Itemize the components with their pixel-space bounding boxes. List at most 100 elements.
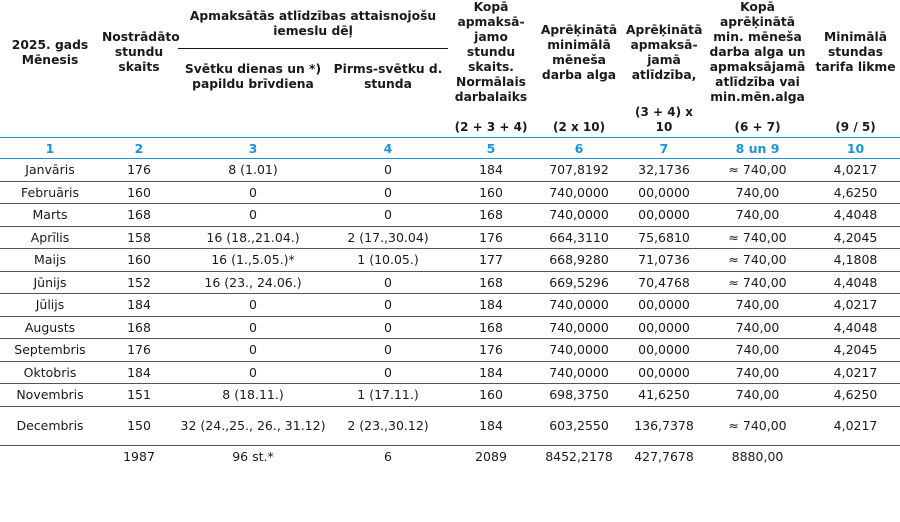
salary-table: 2025. gads Mēnesis Nostrādāto stundu ska… (0, 0, 900, 467)
header-total-calc: Kopā aprēķinātā min. mēneša darba alga u… (709, 0, 806, 104)
table-row: Decembris 150 32 (24.,25., 26., 31.12) 2 (2… (0, 406, 900, 446)
cell-total: 160 (448, 181, 535, 204)
cell-rate: 4,6250 (811, 181, 900, 204)
cell-preholiday: 1 (10.05.) (328, 248, 449, 272)
cell-preholiday: 0 (328, 361, 449, 384)
cell-hours: 151 (100, 383, 178, 407)
cell-holidays: 0 (178, 293, 328, 317)
cell-holidays: 0 (178, 181, 328, 204)
table-row: Marts 168 0 0 168 740,0000 00,0000 740,00 4,4048 (0, 203, 900, 227)
cell-hours: 150 (100, 406, 178, 446)
header-planned-hours: Nostrādāto stundu skaits (102, 30, 180, 74)
cell-compensation: 00,0000 (624, 181, 705, 204)
cell-compensation: 00,0000 (624, 361, 705, 384)
table-row: Novembris 151 8 (18.11.) 1 (17.11.) 160 698,3… (0, 383, 900, 407)
cell-min-salary: 740,0000 (534, 316, 625, 339)
column-number: 3 (178, 137, 328, 159)
cell-holidays: 0 (178, 361, 328, 384)
cell-rate: 4,4048 (811, 203, 900, 227)
cell-min-salary: 740,0000 (534, 338, 625, 362)
cell-sum: 740,00 (704, 293, 812, 317)
header-preholiday-hour: Pirms-svētku d. stunda (333, 61, 443, 91)
cell-compensation: 00,0000 (624, 203, 705, 227)
column-number-row: 1 2 3 4 5 6 7 8 un 9 10 (0, 137, 900, 159)
header-month-year: 2025. gads (11, 37, 89, 52)
cell-rate: 4,0217 (811, 406, 900, 446)
cell-holidays: 0 (178, 338, 328, 362)
cell-min-salary: 669,5296 (534, 271, 625, 294)
cell-rate: 4,0217 (811, 158, 900, 182)
cell-sum: ≈ 740,00 (704, 406, 812, 446)
cell-holidays: 96 st.* (232, 448, 274, 464)
cell-total: 177 (448, 248, 535, 272)
cell-month: Marts (0, 203, 100, 227)
cell-rate: 4,0217 (811, 293, 900, 317)
cell-total: 176 (448, 226, 535, 249)
cell-rate (811, 445, 900, 467)
header-calc-min-salary: Aprēķinātā minimālā mēneša darba alga (540, 22, 618, 82)
column-number: 5 (448, 137, 535, 159)
cell-total: 184 (448, 406, 535, 446)
column-number: 7 (624, 137, 705, 159)
header-month-label: Mēnesis (21, 52, 79, 67)
formula-min-salary: (2 x 10) (552, 120, 606, 134)
cell-preholiday: 0 (328, 271, 449, 294)
cell-rate: 4,6250 (811, 383, 900, 407)
cell-total: 2089 (475, 448, 507, 464)
column-number: 6 (534, 137, 625, 159)
cell-sum: 740,00 (704, 316, 812, 339)
header-paid-absence-group: Apmaksātās atlīdzības attaisnojošu iemes… (178, 0, 449, 49)
cell-compensation: 70,4768 (624, 271, 705, 294)
cell-hours: 168 (100, 316, 178, 339)
column-number: 1 (0, 137, 100, 159)
cell-sum: ≈ 740,00 (704, 226, 812, 249)
cell-preholiday: 0 (328, 338, 449, 362)
table-row: Augusts 168 0 0 168 740,0000 00,0000 740,00 4,40… (0, 316, 900, 339)
column-number: 4 (328, 137, 449, 159)
cell-hours: 1987 (123, 448, 155, 464)
cell-compensation: 75,6810 (624, 226, 705, 249)
cell-compensation: 136,7378 (624, 406, 705, 446)
cell-compensation: 00,0000 (624, 293, 705, 317)
cell-hours: 176 (100, 158, 178, 182)
cell-holidays: 8 (18.11.) (178, 383, 328, 407)
cell-total: 168 (448, 316, 535, 339)
cell-hours: 158 (100, 226, 178, 249)
cell-hours: 176 (100, 338, 178, 362)
cell-min-salary: 707,8192 (534, 158, 625, 182)
cell-holidays: 0 (178, 203, 328, 227)
cell-hours: 152 (100, 271, 178, 294)
cell-total: 176 (448, 338, 535, 362)
cell-min-salary: 698,3750 (534, 383, 625, 407)
cell-total: 168 (448, 203, 535, 227)
cell-rate: 4,0217 (811, 361, 900, 384)
cell-min-salary: 664,3110 (534, 226, 625, 249)
header-total-paid-hours: Kopā apmaksā-jamo stundu skaits. Normāla… (454, 0, 528, 104)
cell-min-salary: 8452,2178 (545, 448, 613, 464)
cell-rate: 4,4048 (811, 316, 900, 339)
cell-month: Oktobris (0, 361, 100, 384)
header-min-hourly-rate: Minimālā stundas tarifa likme (815, 30, 896, 74)
cell-rate: 4,2045 (811, 338, 900, 362)
cell-holidays: 16 (23., 24.06.) (178, 271, 328, 294)
cell-total: 184 (448, 361, 535, 384)
cell-min-salary: 740,0000 (534, 181, 625, 204)
cell-rate: 4,1808 (811, 248, 900, 272)
cell-hours: 168 (100, 203, 178, 227)
cell-compensation: 00,0000 (624, 316, 705, 339)
cell-month (0, 445, 100, 467)
cell-preholiday: 0 (328, 181, 449, 204)
cell-min-salary: 603,2550 (534, 406, 625, 446)
table-row: Jūnijs 152 16 (23., 24.06.) 0 168 669,5296 70,… (0, 271, 900, 294)
cell-sum: ≈ 740,00 (704, 271, 812, 294)
cell-compensation: 427,7678 (634, 448, 694, 464)
table-row: Aprīlis 158 16 (18.,21.04.) 2 (17.,30.04) 17… (0, 226, 900, 249)
formula-rate: (9 / 5) (835, 120, 876, 134)
cell-month: Jūlijs (0, 293, 100, 317)
cell-preholiday: 2 (17.,30.04) (328, 226, 449, 249)
table-row: Jūlijs 184 0 0 184 740,0000 00,0000 740,00 4,021… (0, 293, 900, 317)
header-holiday-days: Svētku dienas un *) papildu brīvdiena (184, 61, 322, 91)
cell-preholiday: 0 (328, 316, 449, 339)
cell-month: Janvāris (0, 158, 100, 182)
table-row: Oktobris 184 0 0 184 740,0000 00,0000 740,00 4,0… (0, 361, 900, 384)
